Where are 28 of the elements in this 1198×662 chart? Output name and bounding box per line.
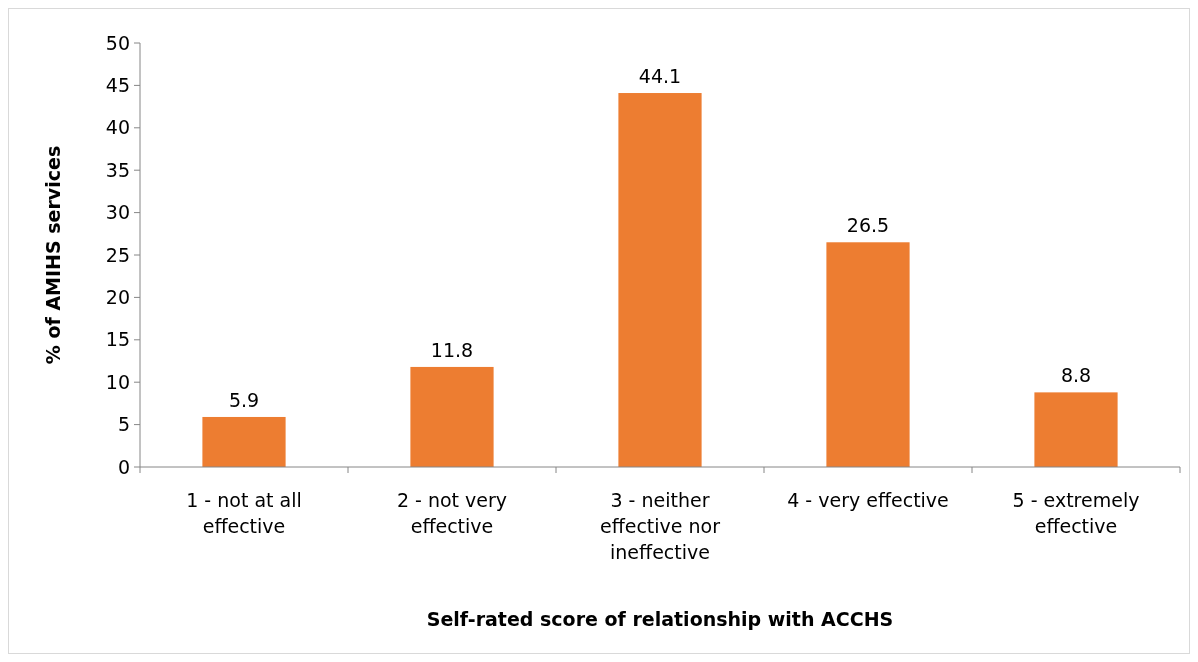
y-axis-title: % of AMIHS services	[42, 145, 64, 365]
y-tick-label: 5	[117, 413, 130, 436]
x-tick-label: 4 - very effective	[787, 489, 949, 511]
x-tick-label: 3 - neither effective nor ineffective	[599, 489, 721, 563]
y-tick-label: 40	[105, 116, 130, 139]
y-tick-label: 15	[105, 328, 130, 351]
data-label: 44.1	[638, 65, 682, 88]
y-tick-label: 25	[105, 243, 130, 266]
bar	[618, 93, 702, 467]
bar	[1034, 392, 1118, 467]
y-tick-label: 10	[105, 370, 130, 393]
x-tick-label: 5 - extremely effective	[1012, 489, 1140, 537]
y-tick-label: 45	[105, 74, 130, 97]
data-label: 11.8	[430, 338, 474, 361]
bar	[410, 366, 494, 467]
data-label: 26.5	[846, 214, 890, 237]
y-tick-label: 30	[105, 201, 130, 224]
bar	[826, 242, 910, 467]
y-tick-label: 50	[105, 31, 130, 54]
y-tick-label: 0	[117, 455, 130, 478]
data-label: 5.9	[228, 388, 260, 411]
bar	[202, 416, 286, 467]
y-tick-label: 20	[105, 286, 130, 309]
data-label: 8.8	[1060, 364, 1092, 387]
x-tick-label: 2 - not very effective	[396, 489, 508, 537]
x-tick-label: 1 - not at all effective	[186, 489, 302, 537]
x-axis-title: Self-rated score of relationship with ACCHS	[426, 608, 894, 630]
y-tick-label: 35	[105, 158, 130, 181]
